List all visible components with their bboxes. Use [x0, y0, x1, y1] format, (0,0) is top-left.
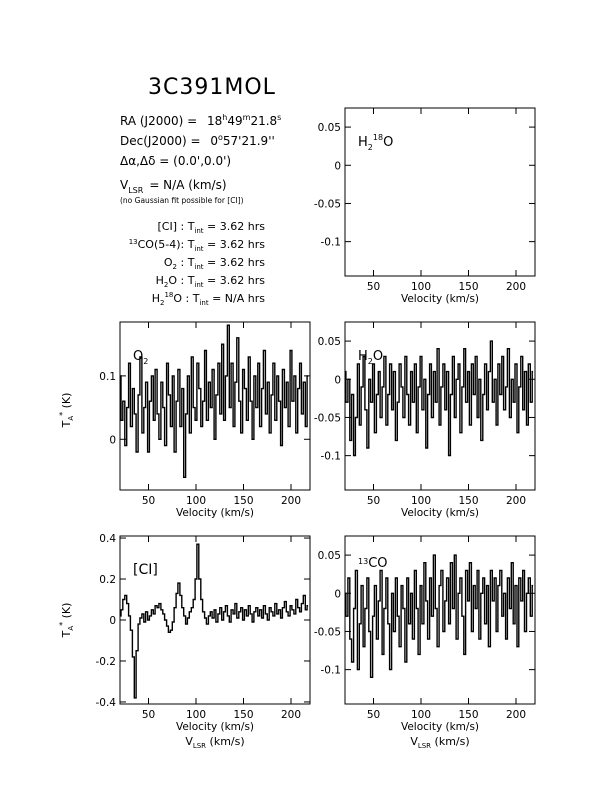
vlsr-sub: LSR	[128, 186, 144, 195]
y-tick-label: -0.1	[321, 451, 342, 463]
ra-label: RA (J2000) =	[120, 114, 197, 128]
ylabel-ci: TA* (K)	[58, 603, 75, 639]
y-tick-label: 0	[109, 615, 116, 627]
y-tick-label: -0.2	[96, 656, 117, 668]
x-tick-label: 200	[506, 281, 526, 293]
tint-h2o: H2O : Tint = 3.62 hrs	[156, 274, 266, 289]
panel-ci: 50 100 150 200 0.4 0.2 0 -0.2 -0.4 Velocity (km/s…	[96, 533, 311, 733]
tint-o2: O2 : Tint = 3.62 hrs	[164, 256, 265, 271]
y-tick-label: -0.05	[314, 412, 341, 424]
x-tick-label: 150	[233, 495, 253, 507]
y-tick-label: -0.1	[321, 237, 342, 249]
dec-line: Dec(J2000) = 0o57'21.9''	[120, 133, 275, 148]
y-tick-label: 0.05	[318, 550, 341, 562]
ra-hours: 18	[207, 114, 222, 128]
plot-frame	[344, 535, 536, 705]
xlabel2-13co: VLSR (km/s)	[410, 735, 469, 750]
x-axis-label: Velocity (km/s)	[401, 293, 479, 305]
x-tick-label: 100	[411, 495, 431, 507]
y-tick-label: 0	[334, 160, 341, 172]
x-tick-label: 150	[458, 495, 478, 507]
dec-deg-unit: o	[218, 133, 223, 142]
x-tick-label: 100	[411, 709, 431, 721]
vlsr-value: = N/A (km/s)	[149, 178, 226, 192]
x-axis-label: Velocity (km/s)	[401, 507, 479, 519]
x-axis-label: Velocity (km/s)	[176, 721, 254, 733]
label-h2o: H2O	[358, 349, 383, 366]
spectrum-line-ci	[120, 543, 309, 699]
ra-line: RA (J2000) = 18h49m21.8s	[120, 113, 281, 128]
y-tick-label: 0.05	[318, 336, 341, 348]
vlsr-line: VLSR = N/A (km/s)	[120, 178, 227, 195]
x-tick-label: 200	[506, 709, 526, 721]
y-tick-label: -0.05	[314, 198, 341, 210]
tint-ci: [CI] : Tint = 3.62 hrs	[157, 220, 265, 235]
y-tick-label: 0	[334, 374, 341, 386]
y-tick-label: 0.1	[99, 371, 116, 383]
ra-h-unit: h	[222, 113, 227, 122]
dec-label: Dec(J2000) =	[120, 134, 201, 148]
x-tick-label: 200	[281, 495, 301, 507]
label-o2: O2	[133, 349, 148, 366]
tint-list: [CI] : Tint = 3.62 hrs 13CO(5-4): Tint =…	[129, 220, 266, 307]
x-tick-label: 50	[367, 281, 380, 293]
vlsr-v: V	[120, 178, 129, 192]
x-tick-label: 100	[411, 281, 431, 293]
label-h2-18o: H218O	[358, 133, 393, 152]
source-name: 3C391MOL	[148, 75, 276, 100]
tint-13co: 13CO(5-4): Tint = 3.62 hrs	[129, 238, 266, 253]
label-ci: [CI]	[133, 562, 158, 578]
x-tick-label: 200	[506, 495, 526, 507]
ylabel-o2: TA* (K)	[58, 393, 75, 429]
plot-frame	[344, 107, 536, 277]
y-tick-label: -0.1	[321, 665, 342, 677]
ra-s-unit: s	[277, 113, 281, 122]
x-tick-label: 50	[367, 709, 380, 721]
dec-rest: 57'21.9''	[223, 134, 275, 148]
x-tick-label: 100	[186, 709, 206, 721]
x-tick-label: 50	[142, 709, 155, 721]
panel-h2o: 50 100 150 200 0.05 0 -0.05 -0.1 Velocity (km/s)	[314, 321, 536, 519]
ra-seconds: 21.8	[250, 114, 277, 128]
panel-13co: 50 100 150 200 0.05 0 -0.05 -0.1 Velocity (km/s)	[314, 535, 536, 733]
plot-frame	[344, 321, 536, 491]
spectrum-line-o2	[120, 324, 309, 478]
plot-frame	[119, 321, 311, 491]
x-axis-label: Velocity (km/s)	[176, 507, 254, 519]
spectrum-line-13co	[345, 554, 534, 678]
panel-o2: 50 100 150 200 0.1 0 Velocity (km/s)	[99, 321, 311, 519]
y-tick-label: 0.4	[99, 533, 116, 545]
ra-minutes: 49	[227, 114, 242, 128]
y-tick-label: -0.05	[314, 626, 341, 638]
label-13co: 13CO	[358, 556, 388, 571]
x-tick-label: 50	[367, 495, 380, 507]
x-tick-label: 150	[458, 281, 478, 293]
x-tick-label: 200	[281, 709, 301, 721]
y-tick-label: 0	[334, 588, 341, 600]
x-tick-label: 150	[233, 709, 253, 721]
gauss-note: (no Gaussian fit possible for [CI])	[120, 196, 244, 205]
offset-line: Δα,Δδ = (0.0',0.0')	[120, 154, 231, 168]
y-tick-label: 0	[109, 434, 116, 446]
header-block: 3C391MOL RA (J2000) = 18h49m21.8s Dec(J2…	[120, 75, 281, 307]
y-tick-label: -0.4	[96, 697, 117, 709]
x-axis-label: Velocity (km/s)	[401, 721, 479, 733]
panel-h2-18o: 50 100 150 200 0.05 0 -0.05 -0.1 Velocity (km/s)	[314, 107, 536, 305]
x-tick-label: 100	[186, 495, 206, 507]
dec-degrees: 0	[210, 134, 218, 148]
spectrum-line-h2o	[345, 340, 534, 457]
ra-m-unit: m	[243, 113, 251, 122]
y-tick-label: 0.05	[318, 122, 341, 134]
tint-h218o: H218O : Tint = N/A hrs	[152, 291, 266, 307]
xlabel2-ci: VLSR (km/s)	[185, 735, 244, 750]
x-tick-label: 50	[142, 495, 155, 507]
y-tick-label: 0.2	[99, 574, 116, 586]
x-tick-label: 150	[458, 709, 478, 721]
